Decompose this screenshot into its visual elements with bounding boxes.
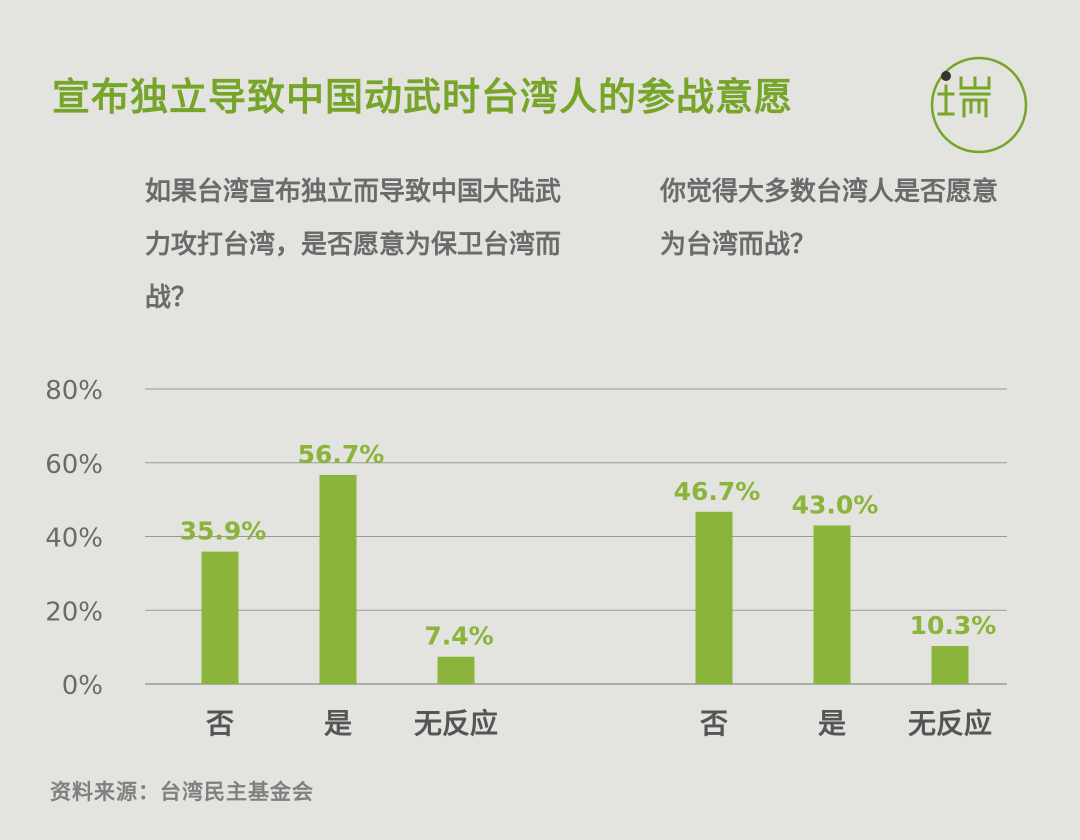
source-note: 资料来源：台湾民主基金会 — [50, 780, 314, 804]
x-tick-label: 是 — [324, 707, 352, 740]
x-tick-label: 无反应 — [908, 707, 992, 740]
y-tick-label: 20% — [45, 597, 103, 627]
x-tick-label: 无反应 — [414, 707, 498, 740]
x-tick-label: 是 — [818, 707, 846, 740]
logo-icon — [930, 56, 1028, 154]
y-tick-label: 80% — [45, 376, 103, 406]
data-label: 43.0% — [792, 490, 879, 519]
bar — [437, 656, 475, 684]
bar — [319, 474, 357, 684]
bar — [201, 551, 239, 684]
x-tick-label: 否 — [206, 707, 234, 740]
data-label: 10.3% — [910, 611, 997, 640]
question-left: 如果台湾宣布独立而导致中国大陆武力攻打台湾，是否愿意为保卫台湾而战？ — [145, 177, 562, 313]
question-right: 你觉得大多数台湾人是否愿意为台湾而战？ — [660, 177, 999, 260]
bar — [813, 525, 851, 684]
bar — [931, 646, 969, 684]
y-tick-label: 60% — [45, 450, 103, 480]
data-label: 46.7% — [674, 477, 761, 506]
chart-title: 宣布独立导致中国动武时台湾人的参战意愿 — [52, 75, 794, 119]
data-label: 7.4% — [424, 622, 493, 651]
data-label: 56.7% — [298, 440, 385, 469]
y-tick-label: 0% — [62, 671, 103, 701]
x-tick-label: 否 — [700, 707, 728, 740]
bar — [695, 511, 733, 684]
data-label: 35.9% — [180, 517, 267, 546]
y-tick-label: 40% — [45, 524, 103, 554]
